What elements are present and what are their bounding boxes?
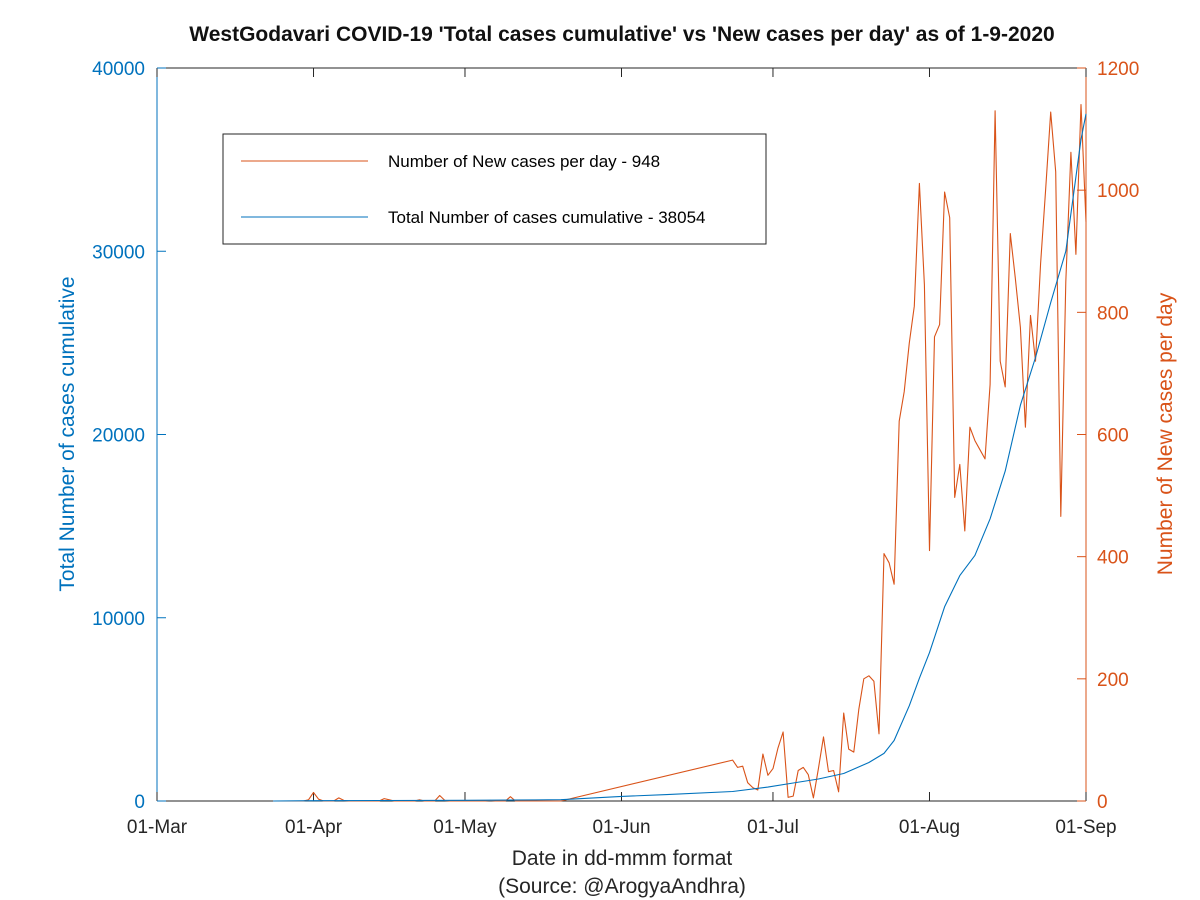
series-layer bbox=[273, 104, 1087, 802]
x-tick-label: 01-Aug bbox=[899, 817, 960, 838]
series-line-new-cases bbox=[273, 104, 1087, 802]
legend-box bbox=[222, 133, 767, 245]
chart-title: WestGodavari COVID-19 'Total cases cumul… bbox=[189, 23, 1054, 46]
x-tick-label: 01-May bbox=[433, 817, 497, 838]
x-axis-source-label: (Source: @ArogyaAndhra) bbox=[498, 875, 746, 898]
x-axis-label: Date in dd-mmm format bbox=[512, 847, 733, 870]
y-right-tick-label: 1000 bbox=[1097, 181, 1139, 202]
y-ticks-right: 0 200 400 600 800 1000 1200 bbox=[1077, 59, 1139, 813]
y-right-tick-label: 600 bbox=[1097, 426, 1129, 447]
series-line-cumulative bbox=[273, 113, 1087, 802]
y-right-tick-label: 0 bbox=[1097, 792, 1108, 813]
x-ticks: 01-Mar 01-Apr 01-May 01-Jun 01-Jul 01-Aug 01-S… bbox=[127, 68, 1117, 838]
y-ticks-left: 0 10000 20000 30000 40000 bbox=[92, 59, 166, 813]
legend-label-new-cases: Number of New cases per day - 948 bbox=[388, 152, 660, 171]
y-right-tick-label: 400 bbox=[1097, 548, 1129, 569]
y-right-tick-label: 800 bbox=[1097, 303, 1129, 324]
y-left-tick-label: 10000 bbox=[92, 609, 145, 630]
x-tick-label: 01-Mar bbox=[127, 817, 188, 838]
y-axis-label-left: Total Number of cases cumulative bbox=[56, 276, 79, 591]
x-tick-label: 01-Apr bbox=[285, 817, 343, 838]
y-left-tick-label: 0 bbox=[134, 792, 145, 813]
y-left-tick-label: 20000 bbox=[92, 426, 145, 447]
y-right-tick-label: 200 bbox=[1097, 670, 1129, 691]
y-left-tick-label: 30000 bbox=[92, 242, 145, 263]
y-right-tick-label: 1200 bbox=[1097, 59, 1139, 80]
legend: Number of New cases per day - 948 Total … bbox=[222, 133, 767, 245]
x-tick-label: 01-Jul bbox=[747, 817, 799, 838]
legend-label-cumulative: Total Number of cases cumulative - 38054 bbox=[388, 208, 706, 227]
x-tick-label: 01-Jun bbox=[592, 817, 650, 838]
y-axis-label-right: Number of New cases per day bbox=[1154, 292, 1177, 575]
x-tick-label: 01-Sep bbox=[1055, 817, 1116, 838]
y-left-tick-label: 40000 bbox=[92, 59, 145, 80]
